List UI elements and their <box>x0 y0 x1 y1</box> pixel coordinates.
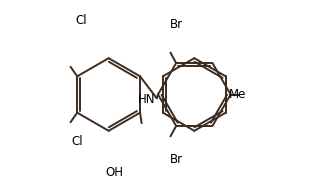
Text: Br: Br <box>170 18 183 31</box>
Text: Cl: Cl <box>75 14 87 27</box>
Text: HN: HN <box>138 93 156 106</box>
Text: Me: Me <box>229 88 246 101</box>
Text: Cl: Cl <box>71 136 83 149</box>
Text: OH: OH <box>105 166 123 179</box>
Text: Br: Br <box>170 153 183 166</box>
